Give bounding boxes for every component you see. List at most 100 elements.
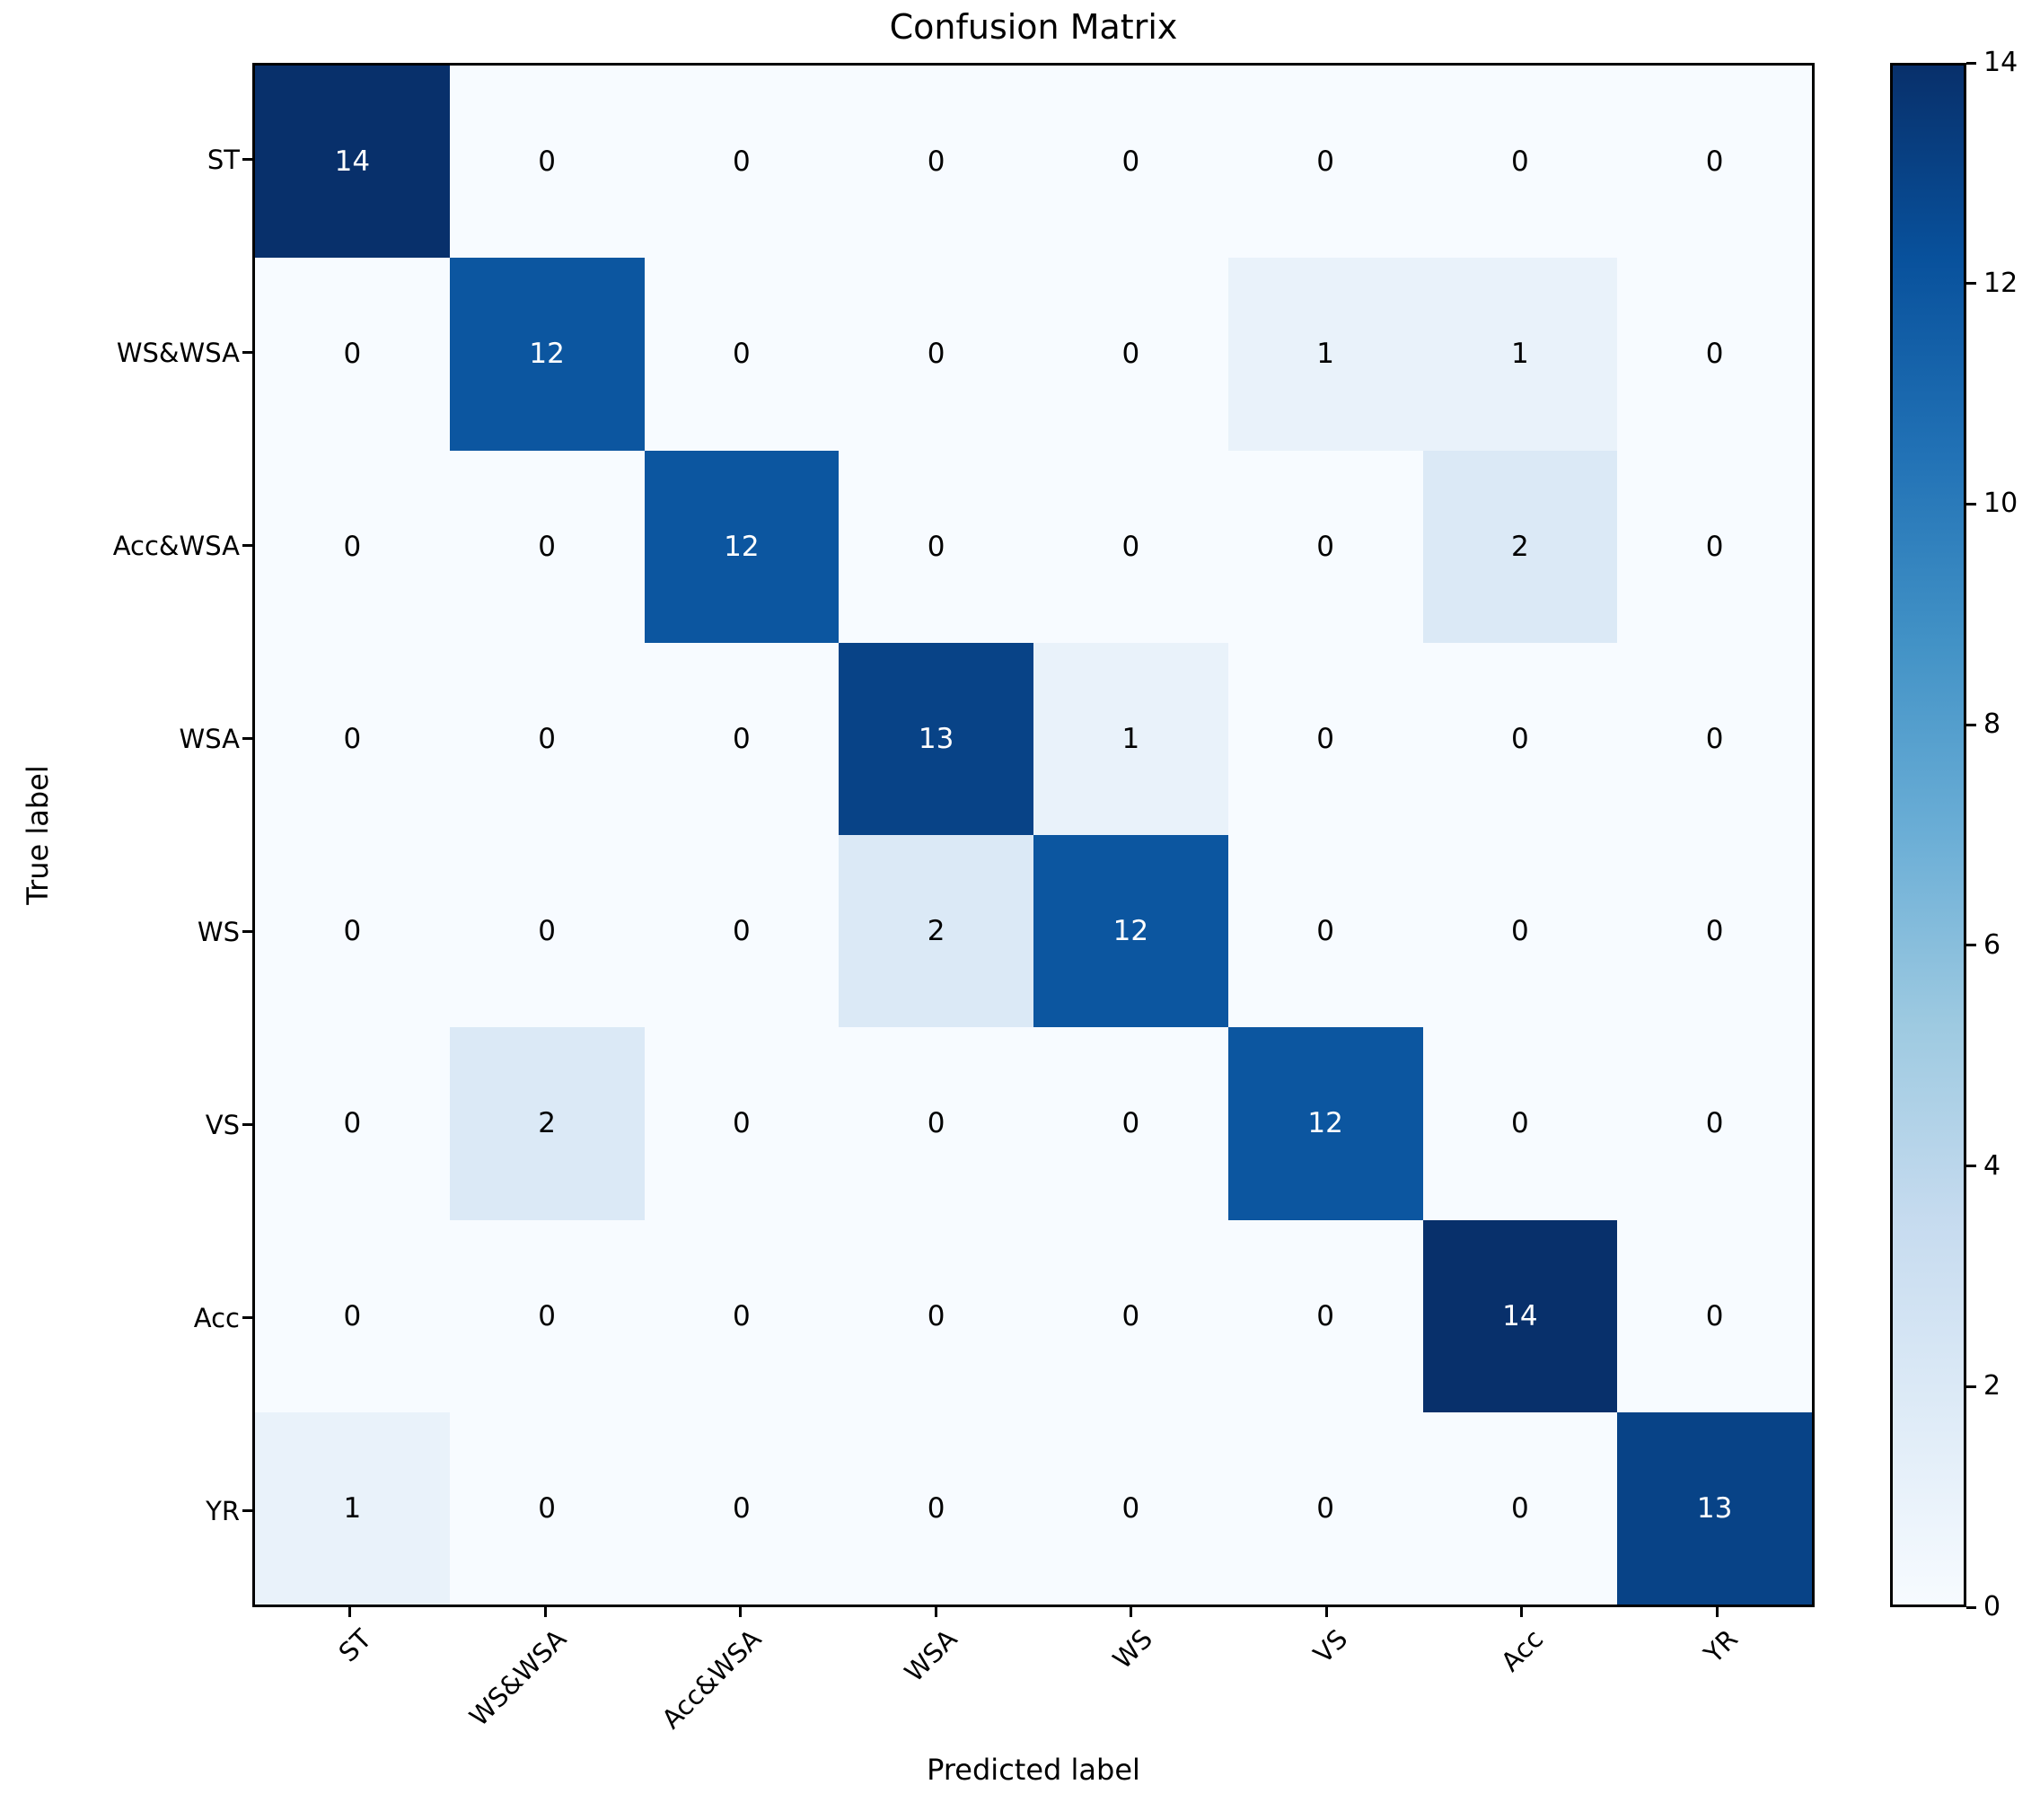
- y-tick-label: Acc&WSA: [112, 530, 240, 561]
- x-tick-mark: [1520, 1607, 1524, 1617]
- heatmap-cell: 0: [644, 835, 840, 1028]
- x-tick-mark: [1324, 1607, 1328, 1617]
- y-tick-mark: [242, 158, 252, 161]
- heatmap-cell: 0: [1033, 1219, 1228, 1412]
- heatmap-cell: 0: [449, 835, 645, 1028]
- y-tick-label: WSA: [179, 723, 240, 754]
- colorbar-tick-label: 14: [1983, 47, 2018, 78]
- colorbar-tick-mark: [1966, 1385, 1976, 1388]
- heatmap-cell: 0: [449, 450, 645, 643]
- heatmap-cell: 0: [644, 1219, 840, 1412]
- heatmap-cell: 0: [1422, 66, 1618, 259]
- heatmap-cell: 0: [1227, 1219, 1423, 1412]
- heatmap-cell: 0: [1227, 1411, 1423, 1605]
- heatmap-cell: 0: [1227, 642, 1423, 835]
- heatmap-cell: 13: [1617, 1411, 1812, 1605]
- heatmap-cell: 0: [1617, 642, 1812, 835]
- colorbar-tick-label: 8: [1983, 708, 2001, 741]
- heatmap-cell: 0: [1422, 835, 1618, 1028]
- y-tick-mark: [242, 930, 252, 933]
- y-tick-label: ST: [207, 144, 240, 175]
- x-tick-label: WSA: [898, 1623, 963, 1688]
- y-tick-mark: [242, 544, 252, 547]
- x-tick-label: Acc&WSA: [655, 1623, 768, 1735]
- heatmap-cell: 0: [1422, 1027, 1618, 1220]
- heatmap-cell: 0: [1422, 1411, 1618, 1605]
- x-axis-label: Predicted label: [927, 1753, 1140, 1787]
- x-tick-mark: [934, 1607, 937, 1617]
- x-tick-mark: [348, 1607, 352, 1617]
- colorbar-tick-mark: [1966, 723, 1976, 726]
- chart-title: Confusion Matrix: [889, 7, 1178, 47]
- heatmap-cell: 0: [449, 642, 645, 835]
- heatmap-cell: 14: [1422, 1219, 1618, 1412]
- y-tick-label: YR: [206, 1495, 240, 1526]
- heatmap-axes: 14 0 0 0 0 0 0 0 0 12 0 0 0 1 1 0 0 0 12 0 0 0 2 0 0 0 0 13 1 0 0 0 0 0 0 2…: [252, 63, 1815, 1607]
- heatmap-cell: 12: [449, 258, 645, 451]
- colorbar-tick-label: 10: [1983, 488, 2018, 520]
- heatmap-cell: 0: [839, 1219, 1033, 1412]
- colorbar-tick-label: 2: [1983, 1370, 2001, 1402]
- heatmap-cell: 0: [255, 450, 450, 643]
- colorbar-tick-label: 4: [1983, 1149, 2001, 1182]
- heatmap-cell: 0: [1033, 258, 1228, 451]
- heatmap-cell: 0: [644, 66, 840, 259]
- heatmap-cell: 0: [255, 642, 450, 835]
- y-tick-label: WS&WSA: [116, 337, 240, 368]
- x-tick-label: WS&WSA: [463, 1623, 573, 1733]
- x-tick-mark: [543, 1607, 547, 1617]
- colorbar-tick-label: 0: [1983, 1591, 2001, 1622]
- heatmap-cell: 12: [1227, 1027, 1423, 1220]
- heatmap-cell: 0: [255, 258, 450, 451]
- heatmap-cell: 14: [255, 66, 450, 259]
- colorbar-tick-mark: [1966, 502, 1976, 506]
- heatmap-cell: 0: [1033, 66, 1228, 259]
- heatmap-cell: 0: [644, 642, 840, 835]
- x-tick-label: WS: [1106, 1623, 1158, 1675]
- colorbar-tick-label: 6: [1983, 928, 2001, 961]
- y-tick-mark: [242, 351, 252, 354]
- heatmap-cell: 12: [644, 450, 840, 643]
- heatmap-cell: 0: [644, 1027, 840, 1220]
- x-tick-mark: [1130, 1607, 1133, 1617]
- heatmap-cell: 0: [1617, 835, 1812, 1028]
- heatmap-cell: 0: [644, 258, 840, 451]
- heatmap-cell: 13: [839, 642, 1033, 835]
- colorbar-tick-mark: [1966, 1165, 1976, 1168]
- x-tick-label: VS: [1307, 1623, 1354, 1670]
- heatmap-cell: 1: [255, 1411, 450, 1605]
- heatmap-cell: 0: [1227, 66, 1423, 259]
- x-tick-label: ST: [332, 1623, 377, 1668]
- heatmap-cell: 0: [449, 1411, 645, 1605]
- heatmap-cell: 0: [1617, 450, 1812, 643]
- heatmap-cell: 1: [1033, 642, 1228, 835]
- heatmap-cell: 0: [1033, 450, 1228, 643]
- heatmap-cell: 0: [255, 1219, 450, 1412]
- y-tick-mark: [242, 737, 252, 740]
- heatmap-cell: 0: [1033, 1411, 1228, 1605]
- heatmap-cell: 0: [449, 1219, 645, 1412]
- heatmap-cell: 0: [255, 1027, 450, 1220]
- colorbar-tick-mark: [1966, 1605, 1976, 1609]
- heatmap-cell: 0: [1617, 1219, 1812, 1412]
- y-tick-mark: [242, 1123, 252, 1126]
- colorbar-tick-mark: [1966, 61, 1976, 65]
- heatmap-cell: 0: [1617, 258, 1812, 451]
- heatmap-cell: 2: [1422, 450, 1618, 643]
- heatmap-cell: 0: [255, 835, 450, 1028]
- colorbar: [1890, 63, 1966, 1607]
- heatmap-cell: 2: [449, 1027, 645, 1220]
- colorbar-tick-mark: [1966, 944, 1976, 947]
- heatmap-cell: 0: [1227, 835, 1423, 1028]
- heatmap-cell: 1: [1227, 258, 1423, 451]
- heatmap-cell: 12: [1033, 835, 1228, 1028]
- colorbar-tick-label: 12: [1983, 267, 2018, 299]
- heatmap-cell: 0: [839, 450, 1033, 643]
- heatmap-cell: 0: [1617, 1027, 1812, 1220]
- x-tick-label: Acc: [1494, 1623, 1549, 1678]
- heatmap-cell: 0: [1422, 642, 1618, 835]
- y-tick-label: WS: [197, 916, 240, 947]
- y-axis-label: True label: [21, 765, 55, 905]
- heatmap-cell: 0: [1033, 1027, 1228, 1220]
